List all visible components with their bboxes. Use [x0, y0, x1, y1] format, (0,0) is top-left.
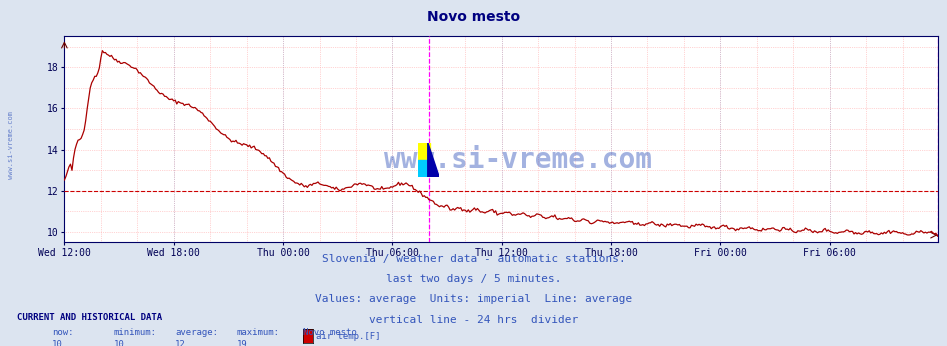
Text: last two days / 5 minutes.: last two days / 5 minutes. — [385, 274, 562, 284]
Polygon shape — [419, 160, 430, 177]
Text: www.si-vreme.com: www.si-vreme.com — [384, 146, 652, 174]
Text: air temp.[F]: air temp.[F] — [316, 332, 381, 341]
Text: www.si-vreme.com: www.si-vreme.com — [9, 111, 14, 179]
Text: 10: 10 — [114, 340, 124, 346]
Text: 10: 10 — [52, 340, 63, 346]
Text: CURRENT AND HISTORICAL DATA: CURRENT AND HISTORICAL DATA — [17, 313, 162, 322]
Text: average:: average: — [175, 328, 218, 337]
Text: 19: 19 — [237, 340, 247, 346]
Text: vertical line - 24 hrs  divider: vertical line - 24 hrs divider — [369, 315, 578, 325]
Text: Novo mesto: Novo mesto — [427, 10, 520, 24]
Text: Values: average  Units: imperial  Line: average: Values: average Units: imperial Line: av… — [314, 294, 633, 304]
Polygon shape — [419, 143, 430, 160]
Text: minimum:: minimum: — [114, 328, 156, 337]
Polygon shape — [428, 143, 439, 177]
Text: maximum:: maximum: — [237, 328, 279, 337]
Text: 12: 12 — [175, 340, 186, 346]
Text: Slovenia / weather data - automatic stations.: Slovenia / weather data - automatic stat… — [322, 254, 625, 264]
Text: Novo mesto: Novo mesto — [303, 328, 357, 337]
Text: now:: now: — [52, 328, 74, 337]
